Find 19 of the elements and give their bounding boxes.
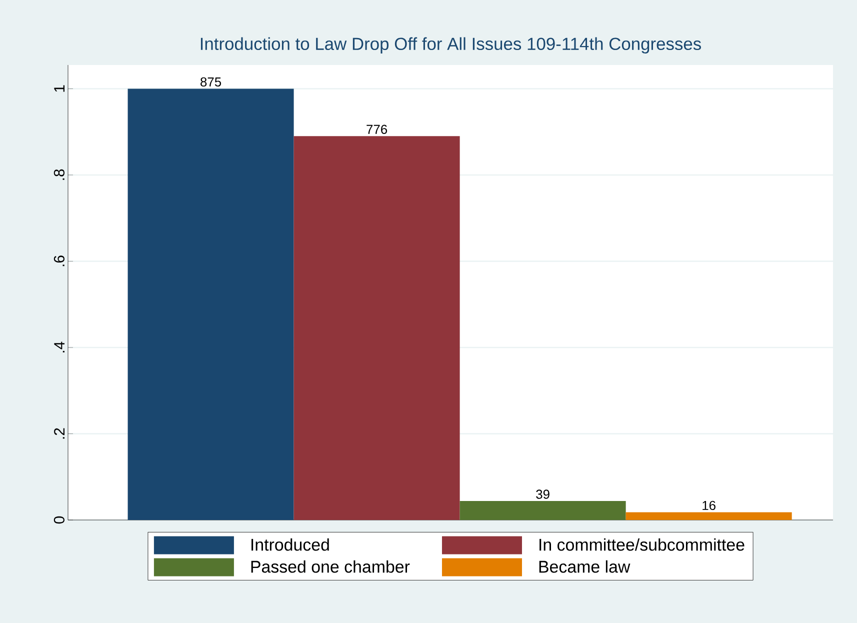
y-tick-label: .4 bbox=[54, 342, 64, 352]
chart-title: Introduction to Law Drop Off for All Issues 109-114th Congresses bbox=[200, 37, 701, 54]
legend-label: Became law bbox=[539, 560, 630, 573]
bar bbox=[128, 88, 294, 520]
legend-label: Introduced bbox=[252, 538, 329, 551]
legend-label: Passed one chamber bbox=[251, 560, 410, 573]
y-tick-label: 0 bbox=[54, 516, 64, 524]
y-tick-label: .6 bbox=[54, 256, 64, 266]
annotation: 16 bbox=[702, 500, 716, 510]
annotation: 776 bbox=[366, 124, 388, 134]
legend-label: In committee/subcommittee bbox=[540, 538, 744, 551]
y-tick-label: .2 bbox=[54, 428, 64, 439]
y-tick-label: .8 bbox=[54, 169, 64, 180]
annotation: 39 bbox=[536, 490, 550, 499]
y-tick-label: 1 bbox=[54, 85, 64, 92]
annotation: 875 bbox=[200, 77, 222, 87]
bar bbox=[460, 501, 626, 520]
bar bbox=[626, 512, 792, 520]
bar bbox=[294, 136, 460, 520]
